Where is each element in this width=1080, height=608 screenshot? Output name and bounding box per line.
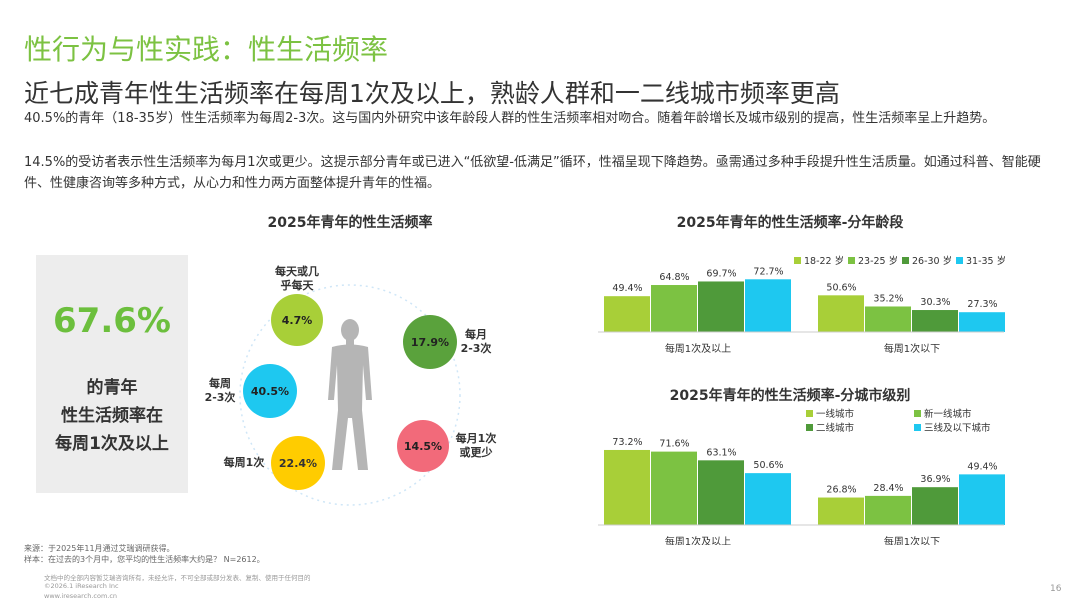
bar-1-0: [818, 497, 864, 525]
section-title: 性行为与性实践：性生活频率: [24, 33, 389, 66]
bar-0-1: [651, 285, 697, 332]
legend-swatch-0: [794, 257, 801, 264]
bubble-value-2: 14.5%: [404, 440, 442, 453]
bar-0-2: [698, 460, 744, 525]
bubble-label-1-0: 每月: [465, 327, 487, 341]
summary-paragraph-1: 40.5%的青年（18-35岁）性生活频率为每周2-3次。这与国内外研究中该年龄…: [24, 111, 996, 126]
legend-label-2: 二线城市: [816, 422, 855, 434]
bar-1-1: [865, 306, 911, 332]
bar-label-1-0: 26.8%: [826, 485, 856, 496]
bar-0-0: [604, 296, 650, 332]
legend-label-1: 新一线城市: [924, 408, 972, 420]
bar-0-2: [698, 281, 744, 332]
footer-source: 来源：于2025年11月通过艾瑞调研获得。: [24, 544, 175, 553]
bar-label-1-2: 30.3%: [920, 297, 950, 308]
bubble-2: [397, 420, 449, 472]
legend-swatch-1: [914, 410, 921, 417]
bubble-label-4-1: 2-3次: [205, 390, 236, 404]
footer-copyright: ©2026.1 iResearch Inc: [44, 582, 119, 590]
bubble-1: [403, 315, 457, 369]
bar-label-0-3: 72.7%: [753, 266, 783, 277]
category-label-0: 每周1次及以上: [665, 535, 731, 545]
bar-1-2: [912, 310, 958, 332]
legend-swatch-3: [956, 257, 963, 264]
bubble-label-2-0: 每月1次: [456, 431, 497, 445]
bubble-3: [271, 436, 325, 490]
footer-sample: 样本：在过去的3个月中，您平均的性生活频率大约是？ N=2612。: [24, 555, 265, 564]
highlight-stat-line-3: 每周1次及以上: [55, 434, 169, 454]
legend-label-1: 23-25 岁: [858, 255, 898, 267]
legend-swatch-2: [806, 424, 813, 431]
highlight-stat-line-2: 性生活频率在: [61, 406, 163, 426]
bar-label-0-0: 49.4%: [612, 283, 642, 294]
bubble-value-1: 17.9%: [411, 336, 449, 349]
person-silhouette-icon: [328, 319, 372, 470]
legend-swatch-3: [914, 424, 921, 431]
bubble-label-1-1: 2-3次: [461, 341, 492, 355]
bubble-value-4: 40.5%: [251, 385, 289, 398]
orbit-ring: [239, 284, 461, 506]
bubble-4: [243, 364, 297, 418]
bar-label-0-3: 50.6%: [753, 460, 783, 471]
bar-1-2: [912, 487, 958, 525]
footer-disclaimer: 文档中的全部内容暂艾瑞咨询所有，未经允许，不可全部或部分发表、复制、使用于任何目…: [44, 574, 311, 582]
bubble-label-4-0: 每周: [209, 376, 231, 390]
page-headline: 近七成青年性生活频率在每周1次及以上，熟龄人群和一二线城市频率更高: [24, 79, 840, 108]
bar-label-0-0: 73.2%: [612, 437, 642, 448]
legend-label-2: 26-30 岁: [912, 255, 952, 267]
bar-label-1-1: 28.4%: [873, 483, 903, 494]
age-chart-title: 2025年青年的性生活频率-分年龄段: [676, 215, 904, 231]
highlight-stat-value: 67.6%: [53, 301, 171, 341]
bar-label-1-3: 27.3%: [967, 299, 997, 310]
bar-1-3: [959, 474, 1005, 525]
bar-label-0-1: 71.6%: [659, 439, 689, 450]
footer-website: www.iresearch.com.cn: [44, 592, 118, 600]
legend-swatch-2: [902, 257, 909, 264]
legend-swatch-1: [848, 257, 855, 264]
bar-label-1-2: 36.9%: [920, 474, 950, 485]
city-chart-title: 2025年青年的性生活频率-分城市级别: [669, 388, 911, 404]
bubble-label-0-1: 乎每天: [281, 278, 315, 292]
bubble-value-3: 22.4%: [279, 457, 317, 470]
category-label-1: 每周1次以下: [884, 535, 940, 545]
bar-label-1-0: 50.6%: [826, 282, 856, 293]
bar-1-1: [865, 495, 911, 525]
bar-0-3: [745, 279, 791, 332]
bar-label-1-3: 49.4%: [967, 461, 997, 472]
age-bar-chart: 49.4% 64.8% 69.7% 72.7% 每周1次及以上 50.6% 35.2% 30.…: [598, 255, 1006, 355]
bubble-label-3-0: 每周1次: [224, 455, 265, 469]
highlight-stat-card: 67.6% 的青年 性生活频率在 每周1次及以上: [36, 255, 188, 493]
legend-label-3: 三线及以下城市: [924, 422, 991, 434]
bar-label-0-1: 64.8%: [659, 272, 689, 283]
bubble-label-2-1: 或更少: [460, 445, 493, 459]
bar-1-3: [959, 312, 1005, 332]
bubble-chart-title: 2025年青年的性生活频率: [267, 215, 433, 231]
summary-paragraph-2: 14.5%的受访者表示性生活频率为每月1次或更少。这提示部分青年或已进入“低欲望…: [24, 155, 1041, 191]
bar-0-0: [604, 449, 650, 525]
bar-label-0-2: 69.7%: [706, 268, 736, 279]
legend-label-0: 一线城市: [816, 408, 855, 420]
bar-0-1: [651, 451, 697, 525]
bubble-chart: 4.7%每天或几乎每天17.9%每月2-3次14.5%每月1次或更少22.4%每…: [205, 264, 497, 506]
bubble-value-0: 4.7%: [282, 314, 313, 327]
category-label-1: 每周1次以下: [884, 342, 940, 355]
city-bar-chart: 73.2% 71.6% 63.1% 50.6% 每周1次及以上 26.8% 28.4% 36.…: [598, 408, 1005, 545]
bar-0-3: [745, 473, 791, 525]
category-label-0: 每周1次及以上: [665, 342, 731, 355]
highlight-stat-line-1: 的青年: [86, 378, 138, 398]
bar-label-1-1: 35.2%: [873, 293, 903, 304]
legend-swatch-0: [806, 410, 813, 417]
bubble-label-0-0: 每天或几: [275, 264, 319, 278]
bar-1-0: [818, 295, 864, 332]
bubble-0: [271, 294, 323, 346]
legend-label-3: 31-35 岁: [966, 255, 1006, 267]
page-number: 16: [1050, 584, 1062, 594]
bar-label-0-2: 63.1%: [706, 447, 736, 458]
legend-label-0: 18-22 岁: [804, 255, 844, 267]
